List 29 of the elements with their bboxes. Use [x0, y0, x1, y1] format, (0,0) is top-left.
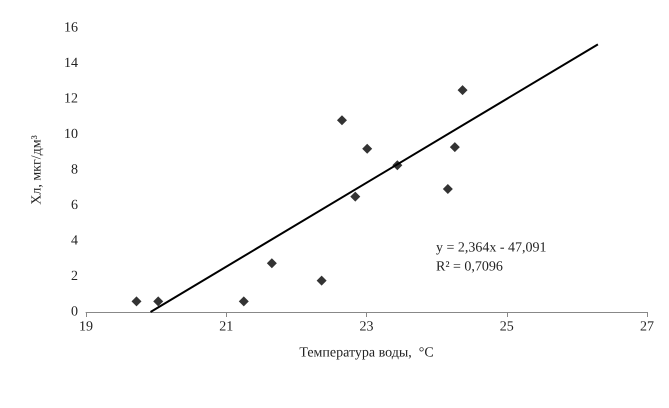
point: [238, 296, 249, 306]
y-tick-label: 12: [64, 92, 78, 106]
x-tick-label: 27: [640, 320, 654, 334]
annotation: R² = 0,7096: [436, 260, 503, 274]
point: [153, 296, 164, 306]
x-tick-label: 21: [219, 320, 234, 334]
point: [458, 85, 468, 96]
x-tick-label: 23: [360, 320, 374, 334]
y-tick-label: 10: [64, 127, 78, 142]
x-tick-label: 19: [79, 320, 93, 334]
y-axis-title: Хл, мкг/дм³: [30, 135, 44, 205]
annotation: y = 2,364x - 47,091: [436, 240, 547, 256]
y-tick-label: 0: [71, 304, 78, 320]
x-tick-label: 25: [500, 320, 514, 334]
y-tick-label: 2: [71, 269, 78, 284]
point: [266, 258, 277, 268]
point: [336, 115, 347, 126]
point: [450, 142, 460, 152]
y-tick-label: 8: [71, 162, 78, 178]
point: [442, 184, 453, 194]
point: [350, 192, 360, 202]
y-tick-label: 14: [64, 56, 78, 71]
y-tick-label: 4: [71, 234, 78, 248]
y-tick-label: 6: [71, 198, 78, 213]
point: [362, 144, 372, 154]
x-axis-title: Температура воды, °С: [299, 346, 434, 360]
point: [131, 296, 142, 306]
point: [316, 276, 327, 286]
y-tick-label: 16: [64, 20, 78, 36]
